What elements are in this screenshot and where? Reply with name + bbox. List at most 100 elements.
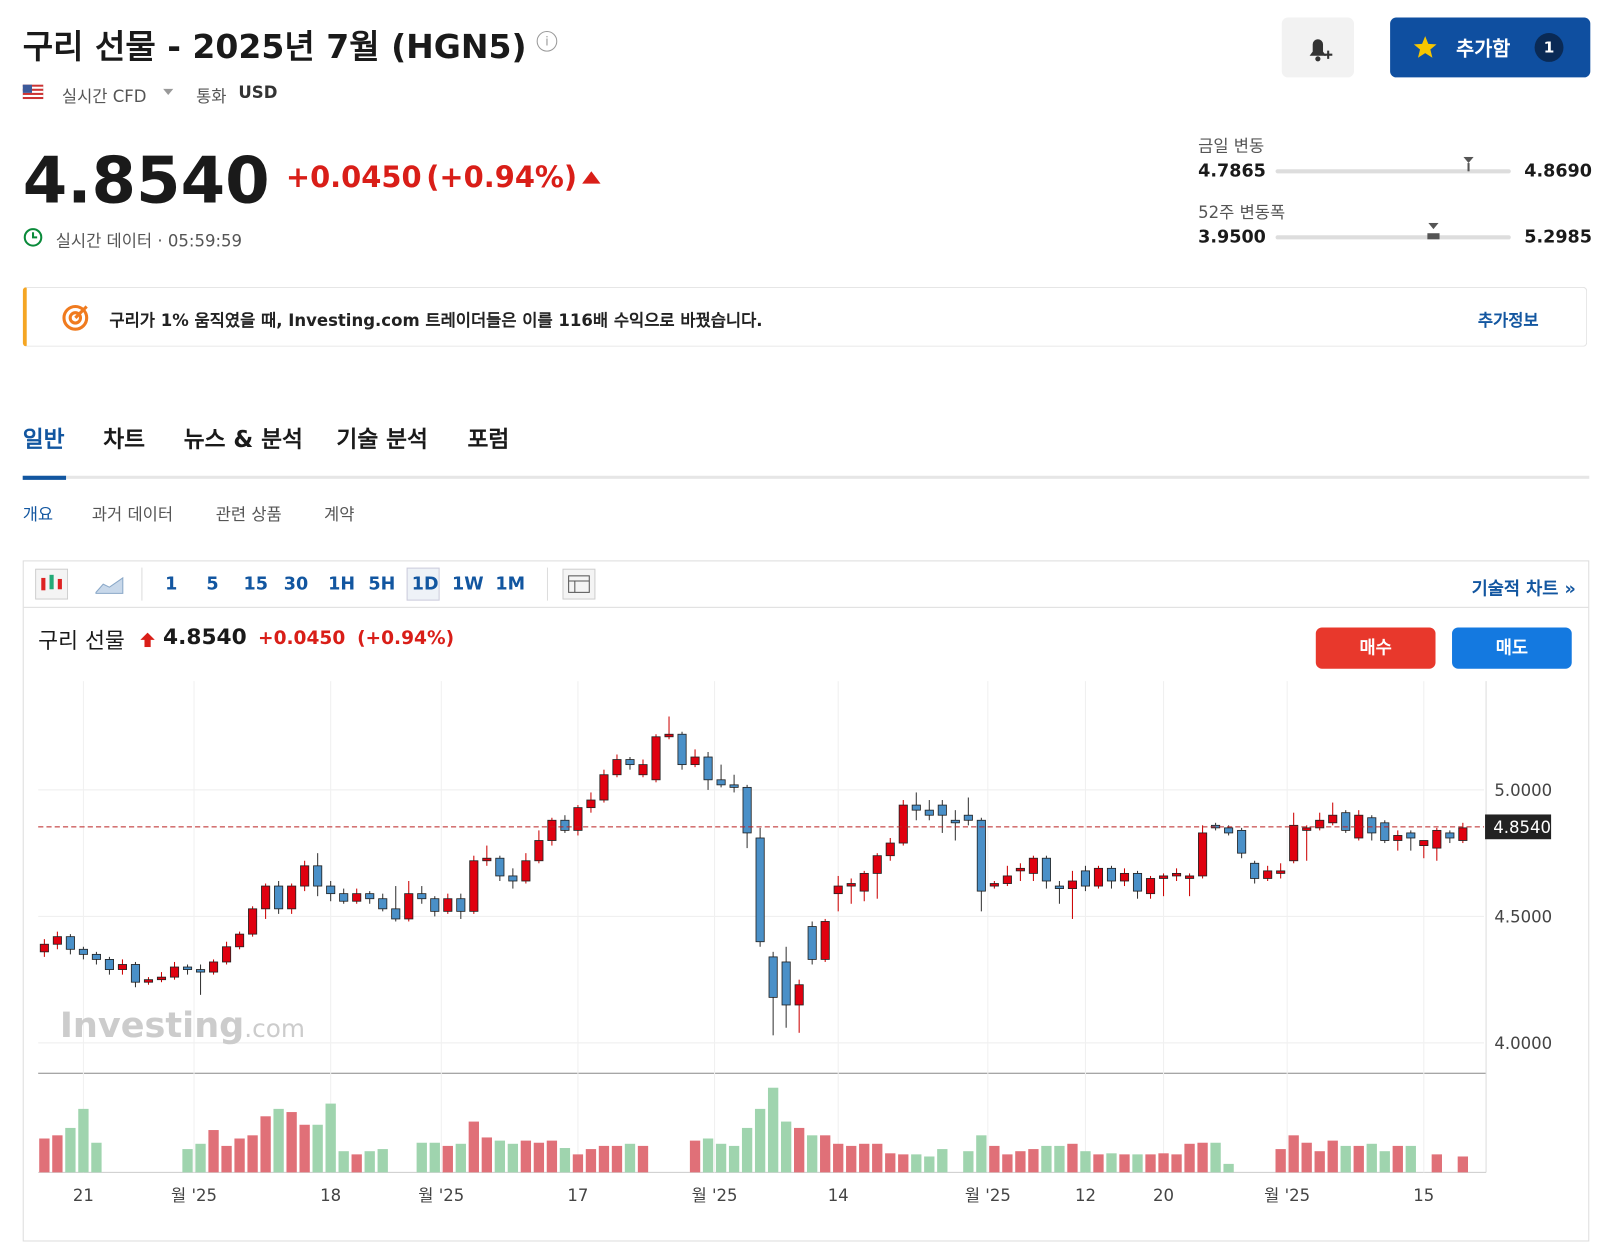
volume-bar	[794, 1127, 805, 1173]
interval[interactable]: 5	[206, 573, 219, 595]
promo-banner: 구리가 1% 움직였을 때, Investing.com 트레이더들은 이를 1…	[22, 286, 1588, 347]
candle-body	[443, 898, 453, 912]
range-high: 4.8690	[1524, 160, 1592, 182]
watchlist-label: 추가함	[1456, 38, 1511, 61]
tab[interactable]: 포럼	[467, 427, 510, 454]
interval[interactable]: 30	[283, 573, 309, 595]
banner-link[interactable]: 추가정보	[1477, 310, 1539, 331]
area-type-button[interactable]	[95, 574, 124, 595]
x-tick-label: 20	[1153, 1186, 1174, 1205]
candle-body	[508, 875, 518, 882]
volume-bar	[1015, 1151, 1026, 1173]
candle-body	[1028, 857, 1038, 874]
candle-body	[287, 885, 297, 910]
candle-body	[1145, 878, 1156, 895]
watchlist-button[interactable]: 추가함 1	[1390, 17, 1591, 78]
volume-bar	[976, 1135, 987, 1173]
candle-body	[950, 819, 960, 824]
candle-body	[117, 964, 127, 970]
interval[interactable]: 1H	[328, 573, 356, 595]
interval[interactable]: 1D	[411, 573, 439, 595]
candle-body	[378, 898, 388, 910]
candle-body	[248, 908, 258, 935]
volume-bar	[1171, 1154, 1182, 1173]
subtab[interactable]: 계약	[324, 504, 355, 525]
volume-bar	[1392, 1145, 1403, 1173]
candle-body	[1158, 875, 1169, 879]
interval[interactable]: 1M	[495, 573, 526, 595]
tab[interactable]: 뉴스 & 분석	[183, 427, 303, 454]
technical-chart-link[interactable]: 기술적 차트 »	[1471, 578, 1576, 600]
candle-body	[560, 819, 570, 831]
candle-body	[924, 809, 934, 816]
volume-bar	[195, 1143, 206, 1173]
candle-body	[195, 969, 206, 973]
interval[interactable]: 15	[243, 573, 268, 595]
watermark-brand: Investing	[60, 1005, 244, 1046]
volume-bar	[1431, 1154, 1442, 1173]
candle-body	[156, 976, 167, 981]
volume-bar	[1457, 1156, 1469, 1173]
candle-body	[365, 893, 375, 900]
candle-body	[130, 964, 141, 983]
volume-bar	[728, 1145, 740, 1173]
volume-bar	[1054, 1145, 1065, 1173]
volume-bar	[455, 1143, 466, 1173]
volume-bar	[351, 1154, 362, 1173]
subtab[interactable]: 개요	[22, 504, 54, 525]
candle-body	[1263, 870, 1273, 879]
tab[interactable]: 일반	[22, 427, 65, 454]
chart-change: +0.0450	[258, 627, 346, 650]
candle-body	[911, 804, 921, 811]
candle-body	[729, 784, 739, 788]
volume-bar	[611, 1145, 623, 1173]
candle-body	[859, 872, 869, 892]
candle-body	[469, 860, 479, 912]
volume-bar	[833, 1143, 844, 1173]
price-change: +0.0450	[285, 159, 422, 195]
interval[interactable]: 1W	[452, 573, 484, 595]
subtab[interactable]: 과거 데이터	[91, 504, 174, 525]
volume-bar	[846, 1145, 857, 1173]
volume-bar	[1288, 1135, 1299, 1173]
candle-body	[1119, 872, 1130, 882]
volume-bar	[598, 1145, 610, 1173]
market-type[interactable]: 실시간 CFD	[61, 86, 147, 107]
tab[interactable]: 차트	[103, 427, 145, 454]
candle-body	[664, 733, 674, 738]
subtab[interactable]: 관련 상품	[215, 504, 282, 525]
volume-bar	[299, 1124, 310, 1173]
candle-body	[1367, 817, 1377, 834]
tab-indicator	[22, 475, 67, 480]
candle-type-button[interactable]	[35, 568, 69, 600]
watermark-suffix: .com	[244, 1014, 305, 1043]
volume-bar	[715, 1143, 727, 1173]
candle-body	[169, 966, 180, 978]
buy-button[interactable]: 매수	[1315, 627, 1436, 669]
info-icon[interactable]: i	[536, 30, 558, 52]
candle-body	[235, 933, 245, 948]
layout-button[interactable]	[562, 568, 596, 600]
candle-body	[261, 885, 271, 910]
range-label: 금일 변동	[1198, 136, 1265, 156]
interval[interactable]: 5H	[368, 573, 396, 595]
volume-bar	[1158, 1153, 1169, 1173]
alert-button[interactable]	[1281, 17, 1354, 78]
tab[interactable]: 기술 분석	[336, 427, 428, 454]
volume-bar	[1132, 1154, 1143, 1173]
candle-body	[65, 936, 75, 950]
x-tick-label: 월 '25	[692, 1186, 738, 1205]
candle-body	[742, 786, 752, 834]
interval-selected	[406, 567, 440, 601]
volume-bar	[559, 1148, 571, 1173]
range-bar	[1275, 235, 1511, 240]
range-marker	[1427, 222, 1440, 240]
volume-bar	[208, 1130, 219, 1173]
interval[interactable]: 1	[165, 573, 178, 595]
volume-bar	[741, 1127, 753, 1173]
sell-button[interactable]: 매도	[1452, 627, 1572, 669]
chart: 4.0000 4.5000 5.0000 21 월 '25 18 월 '25 17 월 '25 1…	[38, 681, 1552, 1205]
candle-body	[885, 842, 895, 857]
currency: USD	[238, 82, 278, 103]
candle-body	[1380, 822, 1390, 841]
